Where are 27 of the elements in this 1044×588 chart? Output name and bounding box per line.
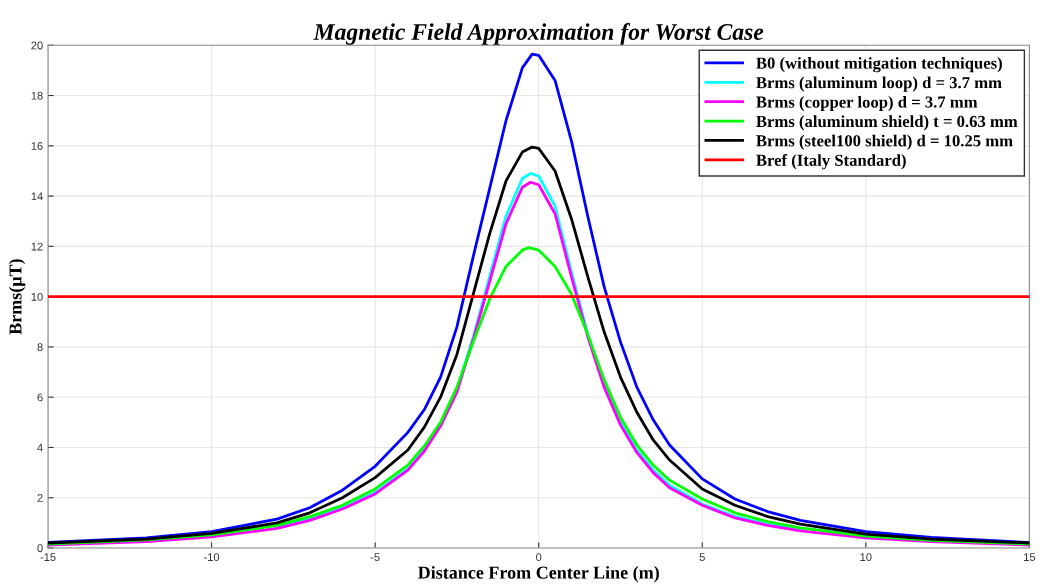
x-tick-label: 10 <box>860 553 872 562</box>
x-tick-label: 15 <box>1024 553 1036 562</box>
x-tick-label: 0 <box>536 553 542 562</box>
y-tick-label: 18 <box>31 91 43 100</box>
y-tick-label: 6 <box>37 393 43 402</box>
y-tick-label: 14 <box>31 192 43 201</box>
y-tick-label: 8 <box>37 343 43 352</box>
x-tick-label: -10 <box>204 553 220 562</box>
x-tick-label: -15 <box>40 553 56 562</box>
y-tick-label: 4 <box>37 443 43 452</box>
legend-label: B0 (without mitigation techniques) <box>756 57 1002 73</box>
legend-label: Brms (copper loop) d = 3.7 mm <box>756 95 978 112</box>
legend-label: Brms (aluminum loop) d = 3.7 mm <box>756 76 1002 92</box>
x-axis-title: Distance From Center Line (m) <box>418 566 659 583</box>
y-tick-label: 16 <box>31 142 43 150</box>
y-tick-label: 12 <box>31 242 43 251</box>
legend-label: Bref (Italy Standard) <box>756 153 906 170</box>
chart-title: Magnetic Field Approximation for Worst Case <box>313 23 764 45</box>
y-tick-label: 10 <box>31 292 43 301</box>
y-axis-title: Brms(μT) <box>8 259 26 335</box>
legend-label: Brms (steel100 shield) d = 10.25 mm <box>756 134 1013 150</box>
y-tick-label: 2 <box>37 494 43 502</box>
x-tick-label: 5 <box>699 553 705 562</box>
x-tick-label: -5 <box>370 553 380 562</box>
y-tick-label: 20 <box>31 41 43 50</box>
y-tick-label: 0 <box>37 544 43 553</box>
legend-label: Brms (aluminum shield) t = 0.63 mm <box>756 115 1018 131</box>
